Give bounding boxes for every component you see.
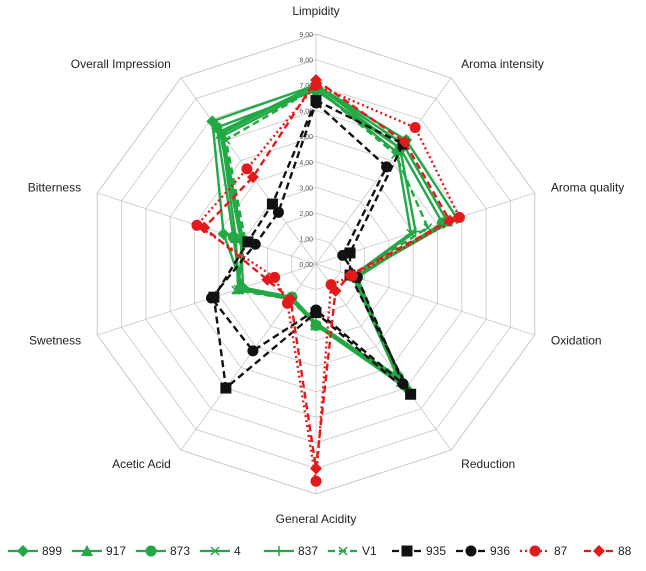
tick-label: 8,00 [299,58,313,65]
axis-label-swetness: Swetness [29,333,81,347]
data-point [405,388,417,400]
legend-label: 88 [618,544,632,558]
data-point [409,122,421,134]
legend-label: 899 [42,544,62,558]
data-point [247,345,259,357]
data-point [249,238,261,250]
data-point [329,284,342,297]
legend-label: 936 [490,544,510,558]
data-point [443,214,456,227]
legend-label: V1 [362,544,377,558]
axis-label-acetic-acid: Acetic Acid [112,457,171,471]
data-point [246,171,259,184]
legend-item-v1: V1 [328,544,377,558]
axis-label-reduction: Reduction [461,457,515,471]
data-point [205,292,217,304]
legend-item-873: 873 [136,544,190,558]
tick-label: 2,00 [299,211,313,218]
data-point [310,462,322,475]
data-point [310,97,322,109]
legend-item-917: 917 [72,544,126,558]
data-point [529,545,541,557]
axis-spoke [315,263,452,451]
axis-label-aroma-intensity: Aroma intensity [461,57,544,71]
axis-label-aroma-quality: Aroma quality [551,181,624,195]
legend-item-899: 899 [8,544,62,558]
data-point [17,545,29,557]
data-point [381,161,393,173]
tick-label: 5,00 [299,134,313,141]
data-point [398,136,411,149]
data-point [310,475,322,487]
tick-label: 7,00 [299,83,313,90]
data-point [272,206,284,218]
data-point [397,378,409,390]
data-point [311,320,321,330]
data-point [214,126,225,137]
series-group [191,74,465,487]
data-point [337,249,349,261]
data-point [344,269,357,282]
data-point [220,382,232,394]
data-point [210,546,220,556]
data-point [284,293,297,306]
data-point [242,236,254,248]
data-point [593,545,605,557]
series-936 [205,97,409,390]
tick-label: 6,00 [299,109,313,116]
tick-label: 1,00 [299,236,313,243]
axis-label-overall-impression: Overall Impression [71,57,171,71]
series-line [224,86,429,379]
data-point [227,231,239,243]
data-point [391,149,401,159]
data-point [198,221,211,234]
data-point [221,135,231,145]
legend: 899 917 873 4 837 V1 935 936 87 88 [8,544,632,558]
legend-item-936: 936 [456,544,510,558]
axis-labels: Limpidity Aroma intensity Aroma quality Oxi… [28,4,625,526]
legend-label: 4 [234,544,241,558]
data-point [401,545,413,557]
axis-label-oxidation: Oxidation [551,333,602,347]
data-point [241,163,253,175]
series-line [210,101,405,386]
legend-label: 87 [554,544,568,558]
data-point [266,198,278,210]
radial-tick-labels: 0,00 1,00 2,00 3,00 4,00 5,00 6,00 7,00 8,00 9,00 [299,32,313,269]
data-point [310,74,322,86]
series-837 [214,80,421,385]
legend-item-935: 935 [392,544,446,558]
data-point [338,546,348,556]
data-point [231,285,241,295]
legend-item-837: 837 [264,544,318,558]
legend-label: 873 [170,544,190,558]
tick-label: 3,00 [299,185,313,192]
tick-label: 0,00 [299,262,313,269]
legend-item-4: 4 [200,544,241,558]
axis-label-limpidity: Limpidity [292,4,339,18]
legend-item-88: 88 [584,544,632,558]
legend-label: 935 [426,544,446,558]
data-point [145,545,157,557]
legend-label: 917 [106,544,126,558]
axis-label-general-acidity: General Acidity [276,512,357,526]
data-point [81,545,93,556]
legend-item-87: 87 [520,544,568,558]
data-point [261,273,274,286]
series-87 [191,79,465,487]
data-point [274,546,284,556]
data-point [465,545,477,557]
series-88 [198,74,456,475]
tick-label: 9,00 [299,32,313,39]
data-point [453,211,465,223]
data-point [310,304,322,316]
axis-label-bitterness: Bitterness [28,181,81,195]
data-point [344,247,356,259]
tick-label: 4,00 [299,160,313,167]
data-point [217,227,230,240]
legend-label: 837 [298,544,318,558]
